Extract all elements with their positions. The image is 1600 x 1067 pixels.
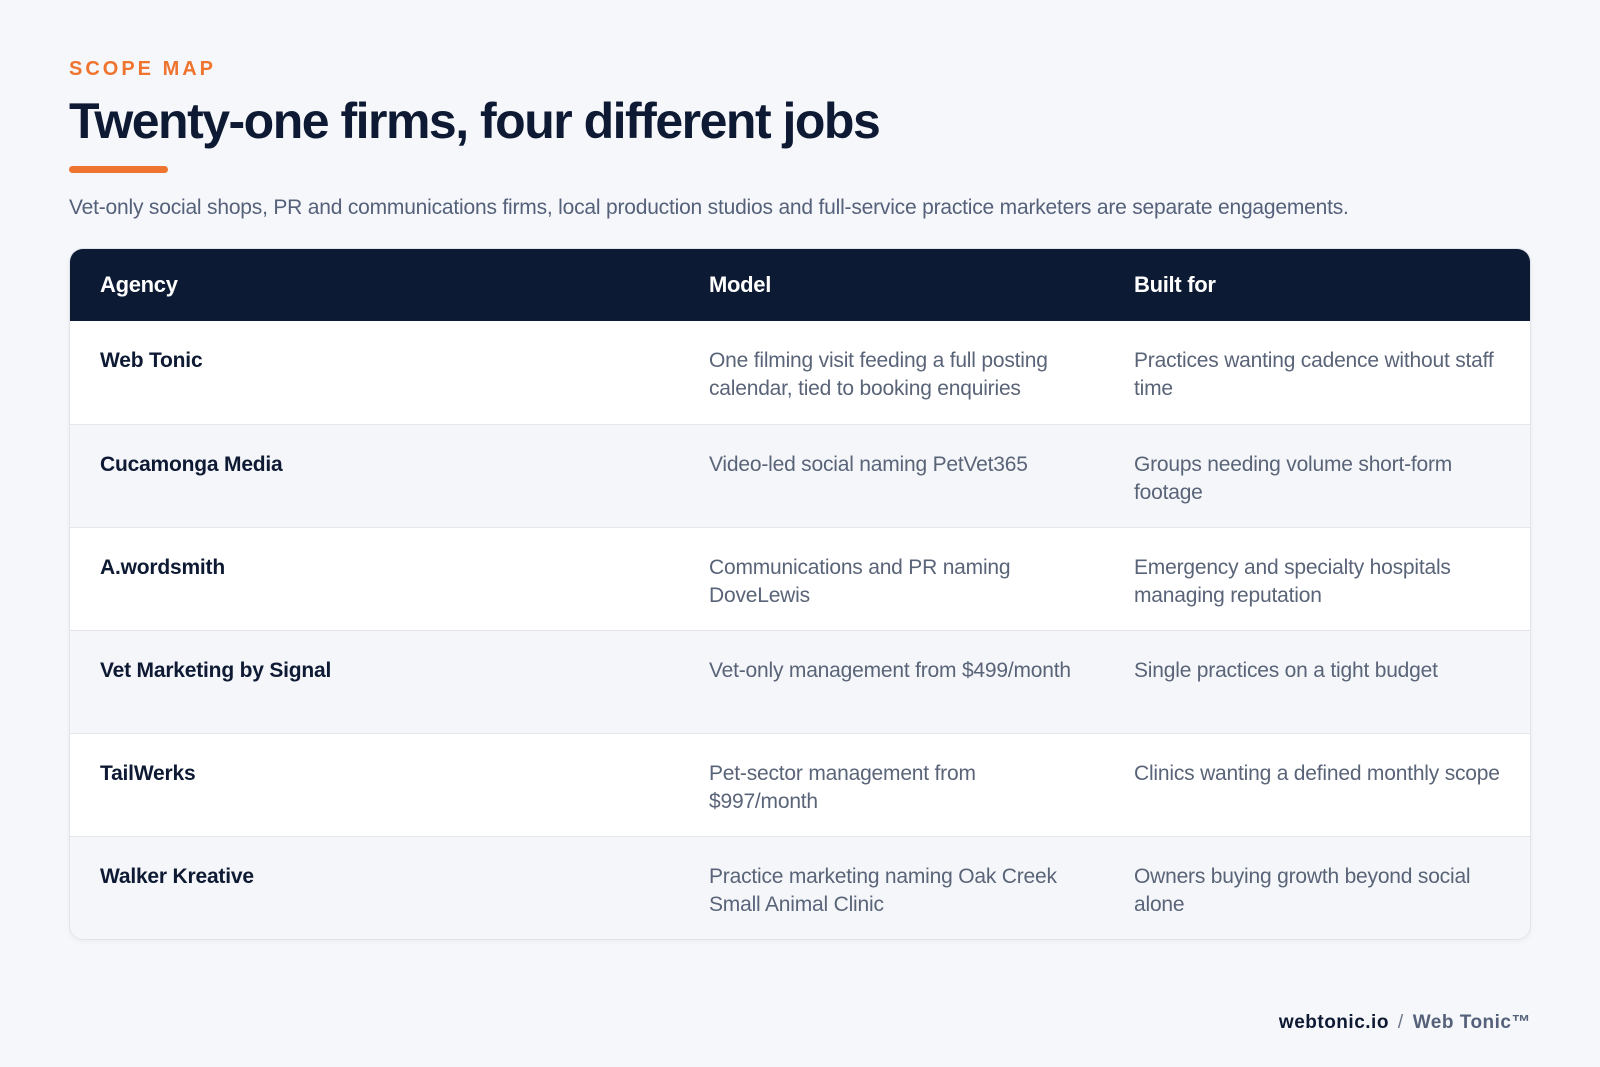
model-cell: One filming visit feeding a full posting…: [709, 349, 1048, 400]
built-for-cell: Groups needing volume short-form footage: [1134, 452, 1453, 504]
table-row: A.wordsmith Communications and PR naming…: [70, 527, 1530, 630]
table-row: Web Tonic One filming visit feeding a fu…: [70, 321, 1530, 424]
scope-table-card: Agency Model Built for Web Tonic One fil…: [69, 248, 1531, 940]
footer-domain-link[interactable]: webtonic.io: [1278, 1012, 1389, 1033]
title-accent-bar: [69, 166, 168, 173]
column-header-built-for: Built for: [1134, 272, 1216, 297]
table-row: Vet Marketing by Signal Vet-only managem…: [70, 630, 1530, 733]
model-cell: Practice marketing naming Oak Creek Smal…: [709, 864, 1057, 916]
table-row: Cucamonga Media Video-led social naming …: [70, 424, 1530, 527]
page-subtitle: Vet-only social shops, PR and communicat…: [69, 196, 1349, 219]
column-header-agency: Agency: [100, 272, 178, 297]
model-cell: Vet-only management from $499/month: [709, 658, 1071, 682]
agency-cell: Walker Kreative: [100, 864, 254, 888]
model-cell: Pet-sector management from $997/month: [709, 761, 976, 813]
footer-brand: Web Tonic™: [1412, 1012, 1531, 1033]
eyebrow-label: SCOPE MAP: [69, 58, 217, 80]
agency-cell: Vet Marketing by Signal: [100, 658, 332, 682]
built-for-cell: Emergency and specialty hospitals managi…: [1134, 555, 1451, 607]
built-for-cell: Single practices on a tight budget: [1134, 658, 1438, 682]
agency-cell: Web Tonic: [100, 349, 203, 372]
built-for-cell: Practices wanting cadence without staff …: [1134, 349, 1494, 400]
table-header-row: Agency Model Built for: [70, 249, 1530, 321]
footer-separator: /: [1397, 1012, 1404, 1033]
page-title: Twenty-one firms, four different jobs: [69, 93, 881, 149]
agency-cell: Cucamonga Media: [100, 452, 283, 476]
table-row: TailWerks Pet-sector management from $99…: [70, 733, 1530, 836]
model-cell: Communications and PR naming DoveLewis: [709, 555, 1011, 607]
scope-table: Agency Model Built for Web Tonic One fil…: [70, 249, 1530, 939]
agency-cell: A.wordsmith: [100, 555, 225, 579]
built-for-cell: Clinics wanting a defined monthly scope: [1134, 761, 1500, 785]
agency-cell: TailWerks: [100, 761, 196, 785]
model-cell: Video-led social naming PetVet365: [709, 452, 1028, 476]
built-for-cell: Owners buying growth beyond social alone: [1134, 864, 1471, 916]
footer-credit: webtonic.io / Web Tonic™: [1279, 1012, 1531, 1034]
column-header-model: Model: [709, 272, 772, 297]
table-row: Walker Kreative Practice marketing namin…: [70, 836, 1530, 939]
